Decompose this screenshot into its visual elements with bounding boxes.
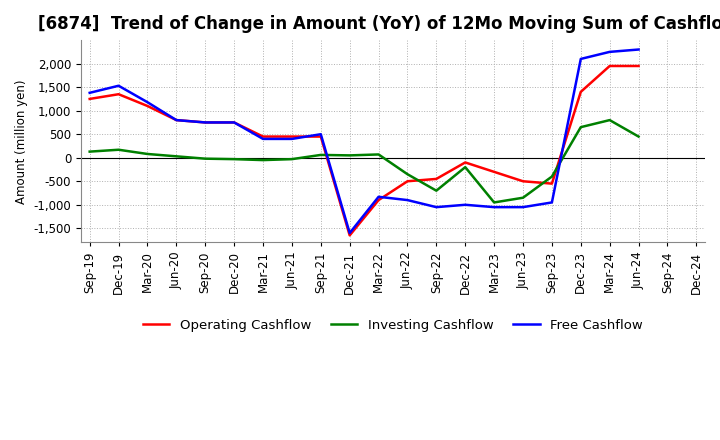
Free Cashflow: [230, 120, 238, 125]
Free Cashflow: [490, 205, 498, 210]
Free Cashflow: [577, 56, 585, 62]
Operating Cashflow: [432, 176, 441, 182]
Free Cashflow: [258, 136, 267, 142]
Operating Cashflow: [230, 120, 238, 125]
Line: Operating Cashflow: Operating Cashflow: [90, 66, 639, 235]
Investing Cashflow: [374, 152, 383, 157]
Operating Cashflow: [518, 179, 527, 184]
Operating Cashflow: [172, 117, 181, 123]
Investing Cashflow: [258, 158, 267, 163]
Free Cashflow: [317, 132, 325, 137]
Operating Cashflow: [346, 233, 354, 238]
Operating Cashflow: [577, 89, 585, 95]
Title: [6874]  Trend of Change in Amount (YoY) of 12Mo Moving Sum of Cashflows: [6874] Trend of Change in Amount (YoY) o…: [38, 15, 720, 33]
Legend: Operating Cashflow, Investing Cashflow, Free Cashflow: Operating Cashflow, Investing Cashflow, …: [138, 314, 649, 337]
Investing Cashflow: [86, 149, 94, 154]
Operating Cashflow: [287, 134, 296, 139]
Operating Cashflow: [490, 169, 498, 175]
Free Cashflow: [143, 99, 152, 105]
Investing Cashflow: [577, 125, 585, 130]
Operating Cashflow: [403, 179, 412, 184]
Investing Cashflow: [143, 151, 152, 157]
Investing Cashflow: [172, 154, 181, 159]
Operating Cashflow: [114, 92, 123, 97]
Investing Cashflow: [606, 117, 614, 123]
Y-axis label: Amount (million yen): Amount (million yen): [15, 79, 28, 204]
Free Cashflow: [403, 198, 412, 203]
Investing Cashflow: [114, 147, 123, 152]
Investing Cashflow: [634, 134, 643, 139]
Investing Cashflow: [461, 165, 469, 170]
Free Cashflow: [634, 47, 643, 52]
Operating Cashflow: [461, 160, 469, 165]
Operating Cashflow: [201, 120, 210, 125]
Free Cashflow: [172, 117, 181, 123]
Line: Investing Cashflow: Investing Cashflow: [90, 120, 639, 202]
Operating Cashflow: [374, 198, 383, 203]
Operating Cashflow: [258, 134, 267, 139]
Investing Cashflow: [518, 195, 527, 200]
Operating Cashflow: [548, 181, 557, 186]
Operating Cashflow: [86, 96, 94, 102]
Free Cashflow: [432, 205, 441, 210]
Free Cashflow: [287, 136, 296, 142]
Operating Cashflow: [606, 63, 614, 69]
Free Cashflow: [374, 194, 383, 199]
Free Cashflow: [461, 202, 469, 207]
Operating Cashflow: [143, 103, 152, 109]
Investing Cashflow: [403, 172, 412, 177]
Investing Cashflow: [432, 188, 441, 193]
Free Cashflow: [518, 205, 527, 210]
Free Cashflow: [201, 120, 210, 125]
Investing Cashflow: [490, 200, 498, 205]
Investing Cashflow: [548, 174, 557, 179]
Free Cashflow: [114, 83, 123, 88]
Free Cashflow: [86, 90, 94, 95]
Operating Cashflow: [317, 134, 325, 139]
Investing Cashflow: [346, 153, 354, 158]
Investing Cashflow: [287, 157, 296, 162]
Investing Cashflow: [317, 152, 325, 158]
Free Cashflow: [606, 49, 614, 55]
Operating Cashflow: [634, 63, 643, 69]
Investing Cashflow: [230, 157, 238, 162]
Investing Cashflow: [201, 156, 210, 161]
Free Cashflow: [548, 200, 557, 205]
Line: Free Cashflow: Free Cashflow: [90, 50, 639, 233]
Free Cashflow: [346, 231, 354, 236]
